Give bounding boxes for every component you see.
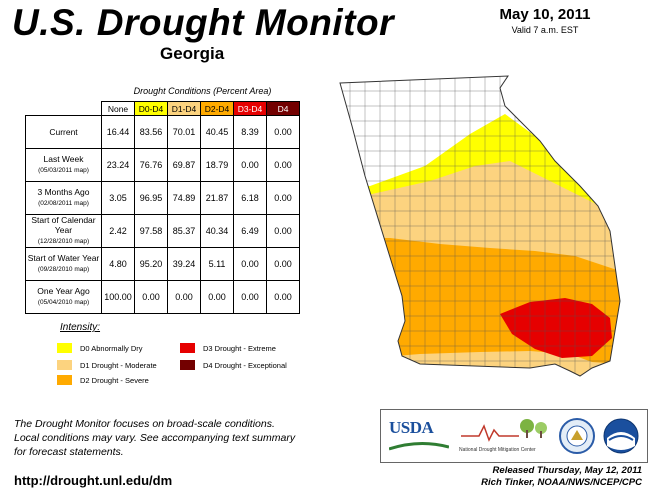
- legend-label: D0 Abnormally Dry: [80, 343, 143, 353]
- col-header-d1-d4: D1-D4: [167, 101, 201, 116]
- usda-swoosh-icon: [388, 442, 450, 451]
- row-label: 3 Months Ago (02/08/2011 map): [25, 181, 102, 215]
- table-cell: 83.56: [134, 115, 168, 149]
- table-cell: 5.11: [200, 247, 234, 281]
- table-cell: 0.00: [266, 247, 300, 281]
- usda-logo: USDA: [388, 418, 451, 454]
- drought-conditions-table: None D0-D4 D1-D4 D2-D4 D3-D4 D4 Current …: [25, 101, 300, 314]
- disclaimer-note: The Drought Monitor focuses on broad-sca…: [14, 417, 344, 459]
- table-row: One Year Ago (05/04/2010 map) 100.00 0.00…: [25, 280, 300, 314]
- row-label: One Year Ago (05/04/2010 map): [25, 280, 102, 314]
- table-row: Start of Water Year (09/28/2010 map) 4.80…: [25, 247, 300, 281]
- table-cell: 4.80: [101, 247, 135, 281]
- row-label: Last Week (05/03/2011 map): [25, 148, 102, 182]
- table-cell: 18.79: [200, 148, 234, 182]
- table-cell: 0.00: [200, 280, 234, 314]
- table-cell: 0.00: [233, 148, 267, 182]
- table-cell: 2.42: [101, 214, 135, 248]
- release-info: Released Thursday, May 12, 2011 Rich Tin…: [420, 465, 642, 489]
- ndmc-logo: National Drought Mitigation Center: [459, 416, 551, 456]
- legend-title: Intensity:: [60, 322, 101, 333]
- table-cell: 96.95: [134, 181, 168, 215]
- legend-label: D2 Drought - Severe: [80, 375, 149, 385]
- table-cell: 23.24: [101, 148, 135, 182]
- legend-item-d4: D4 Drought - Exceptional: [180, 360, 287, 370]
- website-link[interactable]: http://drought.unl.edu/dm: [14, 473, 173, 488]
- table-cell: 6.49: [233, 214, 267, 248]
- table-cell: 95.20: [134, 247, 168, 281]
- table-cell: 74.89: [167, 181, 201, 215]
- table-row: 3 Months Ago (02/08/2011 map) 3.05 96.95 …: [25, 181, 300, 215]
- noaa-logo-icon: [603, 418, 639, 454]
- legend-item-d2: D2 Drought - Severe: [57, 375, 149, 385]
- table-cell: 0.00: [266, 148, 300, 182]
- table-cell: 69.87: [167, 148, 201, 182]
- row-label: Start of Calendar Year (12/28/2010 map): [25, 214, 102, 248]
- table-row: Current 16.44 83.56 70.01 40.45 8.39 0.0…: [25, 115, 300, 149]
- table-cell: 97.58: [134, 214, 168, 248]
- table-cell: 100.00: [101, 280, 135, 314]
- table-cell: 40.45: [200, 115, 234, 149]
- release-date: Released Thursday, May 12, 2011: [492, 465, 642, 476]
- table-cell: 0.00: [266, 115, 300, 149]
- map-title: U.S. Drought Monitor: [12, 2, 394, 43]
- doc-seal-icon: [559, 418, 595, 454]
- table-cell: 0.00: [233, 247, 267, 281]
- table-cell: 40.34: [200, 214, 234, 248]
- legend-swatch: [57, 375, 72, 385]
- col-header-d4: D4: [266, 101, 300, 116]
- table-cell: 16.44: [101, 115, 135, 149]
- col-header-d0-d4: D0-D4: [134, 101, 168, 116]
- map-region-d3: [500, 298, 612, 358]
- table-corner: [26, 102, 102, 116]
- map-date: May 10, 2011: [499, 6, 591, 23]
- table-cell: 70.01: [167, 115, 201, 149]
- georgia-drought-map: [339, 75, 621, 377]
- table-cell: 6.18: [233, 181, 267, 215]
- table-row: Last Week (05/03/2011 map) 23.24 76.76 69…: [25, 148, 300, 182]
- legend-item-d1: D1 Drought - Moderate: [57, 360, 157, 370]
- table-cell: 21.87: [200, 181, 234, 215]
- row-label: Start of Water Year (09/28/2010 map): [25, 247, 102, 281]
- table-cell: 0.00: [266, 214, 300, 248]
- note-line: The Drought Monitor focuses on broad-sca…: [14, 418, 275, 430]
- table-cell: 0.00: [266, 280, 300, 314]
- note-line: Local conditions may vary. See accompany…: [14, 432, 296, 444]
- table-cell: 0.00: [266, 181, 300, 215]
- state-name: Georgia: [160, 44, 225, 63]
- table-cell: 39.24: [167, 247, 201, 281]
- note-line: for forecast statements.: [14, 446, 124, 458]
- state-outline: [339, 75, 621, 377]
- table-cell: 76.76: [134, 148, 168, 182]
- table-row: Start of Calendar Year (12/28/2010 map) 2…: [25, 214, 300, 248]
- legend-swatch: [57, 360, 72, 370]
- legend-item-d0: D0 Abnormally Dry: [57, 343, 143, 353]
- table-cell: 0.00: [167, 280, 201, 314]
- legend-swatch: [57, 343, 72, 353]
- legend-swatch: [180, 343, 195, 353]
- table-cell: 0.00: [233, 280, 267, 314]
- table-cell: 8.39: [233, 115, 267, 149]
- row-label: Current: [25, 115, 102, 149]
- col-header-d2-d4: D2-D4: [200, 101, 234, 116]
- ndmc-trees-icon: [461, 419, 547, 442]
- agency-logos: USDA National Drought Mitigation Center: [380, 409, 648, 463]
- table-caption: Drought Conditions (Percent Area): [133, 86, 272, 96]
- table-cell: 3.05: [101, 181, 135, 215]
- release-author: Rich Tinker, NOAA/NWS/NCEP/CPC: [481, 477, 642, 488]
- legend-label: D1 Drought - Moderate: [80, 360, 157, 370]
- col-header-none: None: [101, 101, 135, 116]
- valid-time: Valid 7 a.m. EST: [511, 25, 579, 35]
- legend-label: D4 Drought - Exceptional: [203, 360, 287, 370]
- col-header-d3-d4: D3-D4: [233, 101, 267, 116]
- legend-item-d3: D3 Drought - Extreme: [180, 343, 276, 353]
- table-header-row: None D0-D4 D1-D4 D2-D4 D3-D4 D4: [26, 101, 300, 116]
- table-cell: 85.37: [167, 214, 201, 248]
- legend-label: D3 Drought - Extreme: [203, 343, 276, 353]
- legend-swatch: [180, 360, 195, 370]
- table-cell: 0.00: [134, 280, 168, 314]
